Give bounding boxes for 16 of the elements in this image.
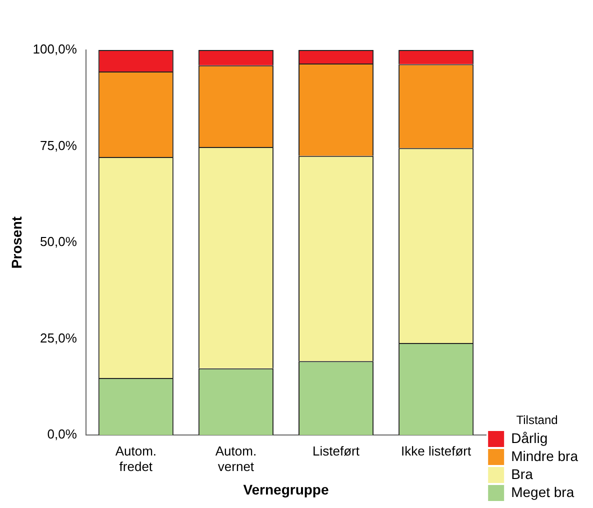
legend-label: Meget bra — [511, 484, 574, 500]
legend-label: Bra — [511, 466, 534, 482]
x-tick-label: Autom. fredet — [115, 443, 157, 474]
x-tick-label: Listeført — [312, 443, 360, 458]
legend-title: Tilstand — [516, 412, 558, 427]
y-axis-title: Prosent — [8, 216, 24, 269]
x-tick-label: Autom. vernet — [215, 443, 257, 474]
x-tick-label: Ikke listeført — [401, 443, 472, 458]
legend-label: Mindre bra — [511, 448, 578, 464]
y-tick-label: 100,0% — [32, 42, 78, 57]
y-tick-label: 75,0% — [40, 138, 78, 153]
y-tick-label: 50,0% — [40, 234, 78, 250]
legend-label: Dårlig — [511, 430, 548, 446]
x-axis-title: Vernegruppe — [243, 481, 329, 498]
y-tick-label: 25,0% — [40, 330, 78, 346]
y-tick-label: 0,0% — [47, 426, 78, 442]
